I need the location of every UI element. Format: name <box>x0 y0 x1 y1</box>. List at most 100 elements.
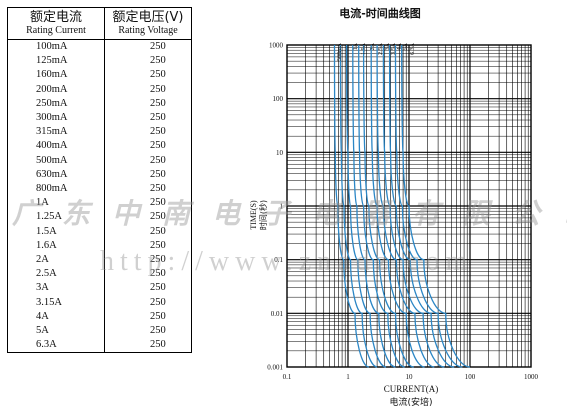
rating-current-cell: 4A <box>7 309 105 325</box>
y-tick-label: 1 <box>280 203 284 211</box>
rating-row: 100mA 250 <box>7 39 192 55</box>
y-tick-label: 100 <box>273 95 284 103</box>
rating-voltage-cell: 250 <box>104 82 192 97</box>
y-tick-label: 0.1 <box>274 256 283 264</box>
rating-current-cell: 3A <box>7 281 105 296</box>
series-label: 4A <box>397 42 403 50</box>
rating-row: 4A 250 <box>7 309 192 325</box>
rating-current-cell: 5A <box>7 324 105 339</box>
rating-voltage-cell: 250 <box>104 68 192 83</box>
rating-row: 3A 250 <box>7 281 192 296</box>
rating-voltage-cell: 250 <box>104 338 192 353</box>
rating-row: 1.25A 250 <box>7 210 192 225</box>
rating-current-cell: 3.15A <box>7 295 105 310</box>
rating-current-cell: 800mA <box>7 182 105 197</box>
y-axis-label: TIME(S) <box>249 200 258 230</box>
rating-current-cell: 630mA <box>7 167 105 183</box>
rating-current-cell: 125mA <box>7 54 105 69</box>
series-curve <box>358 44 405 368</box>
series-curve <box>394 44 463 368</box>
series-curve <box>376 44 435 368</box>
series-curve <box>333 44 370 368</box>
rating-voltage-cell: 250 <box>104 210 192 225</box>
rating-voltage-cell: 250 <box>104 238 192 254</box>
rating-voltage-cell: 250 <box>104 224 192 239</box>
rating-current-cell: 1A <box>7 196 105 211</box>
rating-current-cell: 1.5A <box>7 224 105 239</box>
series-label: 3.5A <box>391 42 397 55</box>
series-curve <box>401 44 471 368</box>
rating-voltage-cell: 250 <box>104 139 192 154</box>
chart-ticks: 0.1 1 10 100 1000 0.001 0.01 0.1 1 10 100 1000 <box>267 42 538 382</box>
rating-row: 2A 250 <box>7 253 192 268</box>
series-curve <box>388 44 455 368</box>
rating-voltage-cell: 250 <box>104 96 192 112</box>
rating-voltage-cell: 250 <box>104 324 192 339</box>
x-tick-label: 100 <box>465 373 476 381</box>
series-label: 500mA <box>337 42 343 61</box>
header-voltage: 额定电压(V) Rating Voltage <box>104 7 192 40</box>
rating-current-cell: 2A <box>7 253 105 268</box>
rating-row: 160mA 250 <box>7 68 192 83</box>
rating-voltage-cell: 250 <box>104 153 192 168</box>
rating-row: 1.6A 250 <box>7 238 192 254</box>
rating-voltage-cell: 250 <box>104 196 192 211</box>
header-current-en: Rating Current <box>26 24 86 36</box>
rating-voltage-cell: 250 <box>104 39 192 55</box>
rating-voltage-cell: 250 <box>104 267 192 282</box>
series-label: 5A <box>403 42 409 50</box>
rating-current-cell: 1.6A <box>7 238 105 254</box>
y-axis-label-zh: 时间(秒) <box>258 200 268 230</box>
series-label: 1.5A <box>361 42 367 55</box>
chart-title: 电流-时间曲线图 <box>339 6 421 20</box>
y-tick-label: 0.001 <box>267 364 283 372</box>
series-label: 2.5A <box>378 42 384 55</box>
rating-row: 300mA 250 <box>7 111 192 126</box>
rating-voltage-cell: 250 <box>104 125 192 140</box>
rating-row: 800mA 250 <box>7 182 192 197</box>
chart-curves <box>333 44 471 368</box>
y-tick-label: 1000 <box>269 42 284 50</box>
rating-current-cell: 6.3A <box>7 338 105 353</box>
rating-voltage-cell: 250 <box>104 54 192 69</box>
series-curve <box>339 44 378 368</box>
series-label: 3A <box>385 42 391 50</box>
rating-current-cell: 500mA <box>7 153 105 168</box>
rating-row: 200mA 250 <box>7 82 192 97</box>
rating-voltage-cell: 250 <box>104 309 192 325</box>
series-label: 6.3A <box>410 42 416 55</box>
series-curve <box>352 44 396 368</box>
series-label: 1A <box>353 42 359 50</box>
rating-current-cell: 400mA <box>7 139 105 154</box>
rating-row: 1A 250 <box>7 196 192 211</box>
rating-table: 额定电流 Rating Current 额定电压(V) Rating Volta… <box>7 7 192 354</box>
rating-voltage-cell: 250 <box>104 281 192 296</box>
rating-row: 630mA 250 <box>7 167 192 183</box>
rating-row: 3.15A 250 <box>7 295 192 310</box>
header-voltage-en: Rating Voltage <box>118 24 178 36</box>
rating-voltage-cell: 250 <box>104 295 192 310</box>
rating-row: 125mA 250 <box>7 54 192 69</box>
rating-voltage-cell: 250 <box>104 111 192 126</box>
header-voltage-zh: 额定电压(V) <box>112 9 184 25</box>
rating-row: 315mA 250 <box>7 125 192 140</box>
rating-current-cell: 1.25A <box>7 210 105 225</box>
header-current-zh: 额定电流 <box>29 9 82 25</box>
rating-current-cell: 100mA <box>7 39 105 55</box>
rating-voltage-cell: 250 <box>104 182 192 197</box>
rating-row: 6.3A 250 <box>7 338 192 353</box>
y-tick-label: 0.01 <box>271 310 284 318</box>
header-current: 额定电流 Rating Current <box>7 7 105 40</box>
series-label: 2A <box>370 42 376 50</box>
y-tick-label: 10 <box>276 149 284 157</box>
rating-row: 5A 250 <box>7 324 192 339</box>
rating-current-cell: 300mA <box>7 111 105 126</box>
rating-current-cell: 2.5A <box>7 267 105 282</box>
series-curve <box>370 44 425 368</box>
x-tick-label: 1 <box>346 373 350 381</box>
rating-row: 2.5A 250 <box>7 267 192 282</box>
series-curve <box>382 44 445 368</box>
rating-current-cell: 160mA <box>7 68 105 83</box>
rating-row: 1.5A 250 <box>7 224 192 239</box>
